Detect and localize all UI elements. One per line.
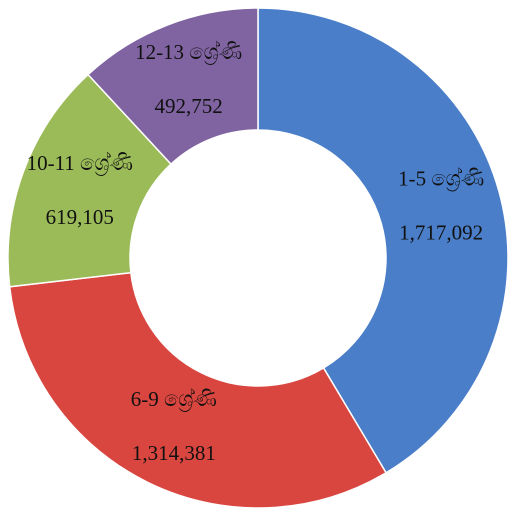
slice [87,7,259,166]
value-label: 492,752 [155,94,223,118]
slice [8,271,388,509]
value-label: 1,314,381 [132,441,216,465]
slice [257,7,509,474]
slice-label: 12-13 ශ්‍රේණි [135,40,242,65]
value-label: 1,717,092 [399,220,483,244]
value-label: 619,105 [46,205,114,229]
slice-label: 6-9 ශ්‍රේණි [131,387,217,412]
slice [7,73,173,288]
slice-label: 1-5 ශ්‍රේණි [398,166,484,191]
slice-label: 10-11 ශ්‍රේණි [27,151,133,176]
